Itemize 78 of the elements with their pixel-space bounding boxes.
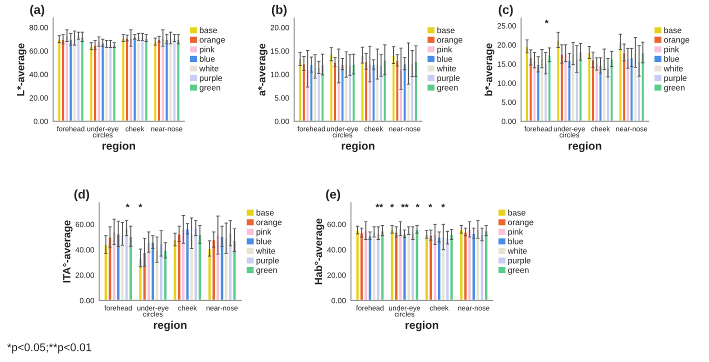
- annotation: *: [126, 204, 130, 208]
- legend-label: orange: [256, 220, 282, 227]
- legend-label: purple: [200, 74, 222, 83]
- annotation: **: [376, 204, 384, 208]
- chart-title: (e): [326, 189, 340, 202]
- legend-label: orange: [200, 38, 225, 44]
- legend-label: base: [664, 27, 682, 34]
- bar: [578, 51, 583, 122]
- legend-label: white: [508, 248, 527, 254]
- legend-label: green: [664, 86, 685, 92]
- y-axis-title: Hab°-average: [314, 218, 324, 284]
- legend-label: white: [256, 248, 276, 254]
- legend-label: green: [200, 86, 220, 92]
- bar: [382, 59, 388, 122]
- bar: [547, 54, 552, 122]
- legend-label: purple: [664, 74, 687, 83]
- bar: [414, 228, 420, 300]
- annotation: *: [428, 204, 432, 208]
- legend-label: green: [437, 86, 458, 92]
- legend-label: orange: [508, 220, 534, 227]
- annotation: *: [138, 204, 142, 208]
- legend-label: pink: [437, 46, 452, 54]
- bar: [176, 38, 181, 122]
- y-axis-title: L*-average: [17, 43, 26, 96]
- annotation: *: [390, 204, 394, 208]
- bar: [458, 228, 464, 300]
- legend-label: orange: [664, 38, 690, 44]
- legend-label: blue: [200, 56, 215, 62]
- chart-title: (b): [272, 4, 287, 17]
- x-axis-title: region: [342, 142, 374, 152]
- legend-label: pink: [664, 46, 680, 54]
- text: *p<0.05;**p<0.01: [7, 343, 92, 354]
- legend-label: orange: [437, 38, 462, 44]
- x-axis-title: region: [102, 142, 136, 152]
- annotation: **: [401, 204, 409, 208]
- y-axis-title: ITA°-average: [63, 220, 73, 282]
- x-axis-title: region: [406, 320, 438, 332]
- legend-label: pink: [256, 228, 272, 236]
- annotation: *: [544, 20, 549, 24]
- legend-label: blue: [437, 56, 452, 62]
- legend-label: pink: [508, 228, 524, 236]
- legend-label: green: [508, 268, 529, 275]
- chart-title: (c): [498, 4, 513, 17]
- bar: [609, 58, 614, 122]
- bar: [80, 36, 85, 122]
- annotation: *: [416, 204, 420, 208]
- legend-label: purple: [256, 257, 279, 266]
- x-axis-title: region: [154, 320, 186, 332]
- annotation: *: [441, 204, 446, 208]
- legend-label: base: [256, 210, 274, 216]
- legend-label: blue: [508, 238, 524, 244]
- legend-label: base: [508, 210, 526, 216]
- legend-label: base: [437, 27, 455, 34]
- legend-label: purple: [508, 257, 531, 266]
- legend-label: base: [200, 27, 218, 34]
- y-axis-title: a*-average: [258, 44, 268, 96]
- legend-label: blue: [664, 56, 680, 62]
- x-axis-title: region: [568, 142, 602, 152]
- bar: [484, 230, 489, 300]
- legend-label: purple: [437, 74, 460, 83]
- bar: [193, 227, 198, 300]
- legend-label: blue: [256, 238, 272, 244]
- legend-label: white: [199, 65, 218, 72]
- bar: [414, 60, 418, 122]
- y-axis-title: b*-average: [484, 43, 494, 96]
- bar: [640, 52, 646, 122]
- bar: [380, 230, 386, 300]
- chart-title: (a): [30, 4, 44, 17]
- legend-label: white: [436, 65, 456, 72]
- legend-label: green: [256, 268, 277, 275]
- legend-label: pink: [200, 46, 215, 54]
- bar: [320, 64, 325, 122]
- legend-label: white: [664, 65, 683, 72]
- bar: [351, 63, 356, 122]
- bar: [448, 234, 454, 300]
- chart-title: (d): [74, 189, 90, 202]
- bar: [112, 44, 117, 122]
- bar: [144, 37, 149, 122]
